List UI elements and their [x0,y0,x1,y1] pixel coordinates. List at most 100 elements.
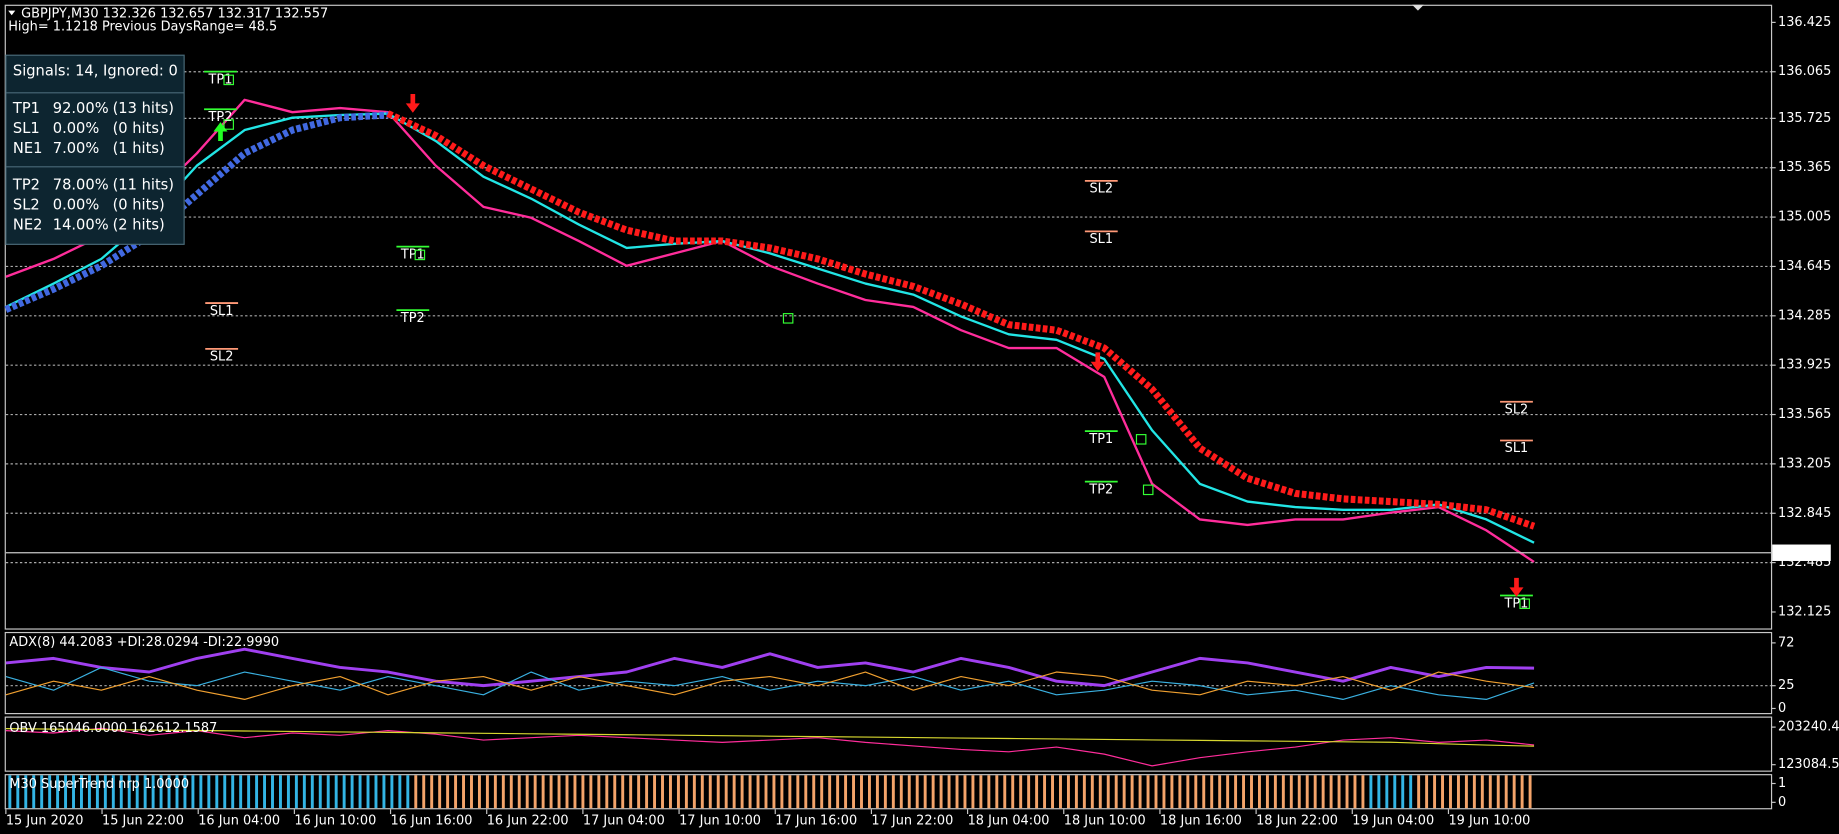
y-tick-label: 135.725 [1778,111,1831,126]
series-line [5,671,1535,700]
signal-hits: (0 hits) [113,197,165,214]
marker-label: TP2 [208,110,233,125]
time-label: 15 Jun 2020 [6,814,84,829]
y-tick-label: 134.645 [1778,259,1831,274]
time-label: 17 Jun 04:00 [583,814,665,829]
marker-label: SL2 [1089,182,1113,197]
marker-label: TP2 [400,311,425,326]
marker-label: SL2 [210,350,234,365]
signal-arrow [1509,577,1524,597]
check-box [1142,484,1154,496]
time-label: 18 Jun 04:00 [968,814,1050,829]
time-label: 17 Jun 16:00 [775,814,857,829]
check-box [1135,434,1147,445]
signal-name: NE1 [13,140,43,157]
signal-percent: 92.00% [53,100,109,117]
signal-percent: 14.00% [53,217,109,234]
y-tick-label: 136.425 [1778,15,1831,30]
marker-label: SL1 [1505,441,1529,456]
shift-marker [1412,4,1424,11]
y-tick-label: 133.565 [1778,407,1831,422]
series-line [5,727,1535,767]
signal-arrow [1090,352,1105,372]
check-box [1519,598,1530,610]
series-line [4,111,389,313]
signal-name: SL2 [13,197,40,214]
y-tick-label: 25 [1778,678,1794,693]
symbol-line: GBPJPY,M30 132.326 132.657 132.317 132.5… [21,7,328,22]
marker-label: TP1 [1504,596,1529,611]
y-tick-label: 132.845 [1778,506,1831,521]
info-line: High= 1.1218 Previous DaysRange= 48.5 [8,20,277,35]
signal-percent: 0.00% [53,120,100,137]
series-line [5,647,1535,688]
y-tick-label: 203240.45 [1778,720,1839,735]
signal-percent: 0.00% [53,197,100,214]
marker-label: TP2 [1088,482,1113,497]
time-label: 17 Jun 22:00 [871,814,953,829]
signal-name: NE2 [13,217,43,234]
signal-name: SL1 [13,120,40,137]
marker-label: TP1 [400,247,425,262]
series-line [5,666,1535,700]
y-tick-label: 133.925 [1778,358,1831,373]
marker-label: SL2 [1505,402,1529,417]
signal-arrow [405,93,420,113]
signal-hits: (2 hits) [113,217,165,234]
time-label: 16 Jun 10:00 [294,814,376,829]
check-box [414,249,426,261]
y-tick-label: 135.365 [1778,160,1831,175]
chart-layer: 136.425 136.065 135.725 135.365 135.005 134.6… [4,15,1839,829]
y-tick-label: 132.125 [1778,604,1831,619]
time-label: 19 Jun 10:00 [1448,814,1530,829]
signals-box [5,54,185,245]
time-label: 18 Jun 10:00 [1064,814,1146,829]
time-label: 19 Jun 04:00 [1352,814,1434,829]
supertrend-label: M30 SuperTrend nrp 1.0000 [9,777,189,792]
signal-rows: TP1 92.00% (13 hits) SL1 0.00% (0 hits) NE1 7.0… [12,100,174,233]
last-price-label: 132.557 [1778,545,1831,560]
last-price-box [1772,544,1831,561]
signal-hits: (11 hits) [113,177,174,194]
signal-name: TP2 [12,177,40,194]
signal-hits: (1 hits) [113,140,165,157]
series-line [5,98,1535,563]
signal-hits: (0 hits) [113,120,165,137]
y-tick-label: 123084.55 [1778,757,1839,772]
marker-label: SL1 [1089,232,1113,247]
signal-percent: 7.00% [53,140,100,157]
y-tick-label: 135.005 [1778,210,1831,225]
check-box [223,119,234,130]
series-line [5,112,1535,544]
signals-panel: Signals: 14, Ignored: 0 TP1 92.00% (13 hit… [5,54,185,245]
obv-label: OBV 165046.0000 162612.1587 [9,721,217,736]
check-box [782,313,794,324]
panel-frames [4,4,1773,810]
collapse-icon[interactable] [8,10,16,16]
signal-name: TP1 [12,100,40,117]
time-label: 18 Jun 22:00 [1256,814,1338,829]
check-box [223,74,234,86]
marker-label: TP1 [1088,432,1113,447]
signal-percent: 78.00% [53,177,109,194]
y-tick-label: 72 [1778,635,1794,650]
y-tick-label: 1 [1778,776,1786,791]
time-label: 16 Jun 04:00 [198,814,280,829]
series-line [386,110,1536,530]
y-tick-label: 136.065 [1778,64,1831,79]
y-tick-label: 0 [1778,701,1786,716]
y-tick-label: 133.205 [1778,456,1831,471]
marker-label: SL1 [210,304,234,319]
series-line [5,728,1535,747]
y-tick-label: 0 [1778,795,1786,810]
adx-label: ADX(8) 44.2083 +DI:28.0294 -DI:22.9990 [9,635,279,650]
signal-hits: (13 hits) [113,100,174,117]
time-label: 16 Jun 16:00 [391,814,473,829]
signals-title: Signals: 14, Ignored: 0 [13,63,178,80]
time-label: 16 Jun 22:00 [487,814,569,829]
y-tick-label: 134.285 [1778,308,1831,323]
time-label: 15 Jun 22:00 [102,814,184,829]
time-label: 18 Jun 16:00 [1160,814,1242,829]
